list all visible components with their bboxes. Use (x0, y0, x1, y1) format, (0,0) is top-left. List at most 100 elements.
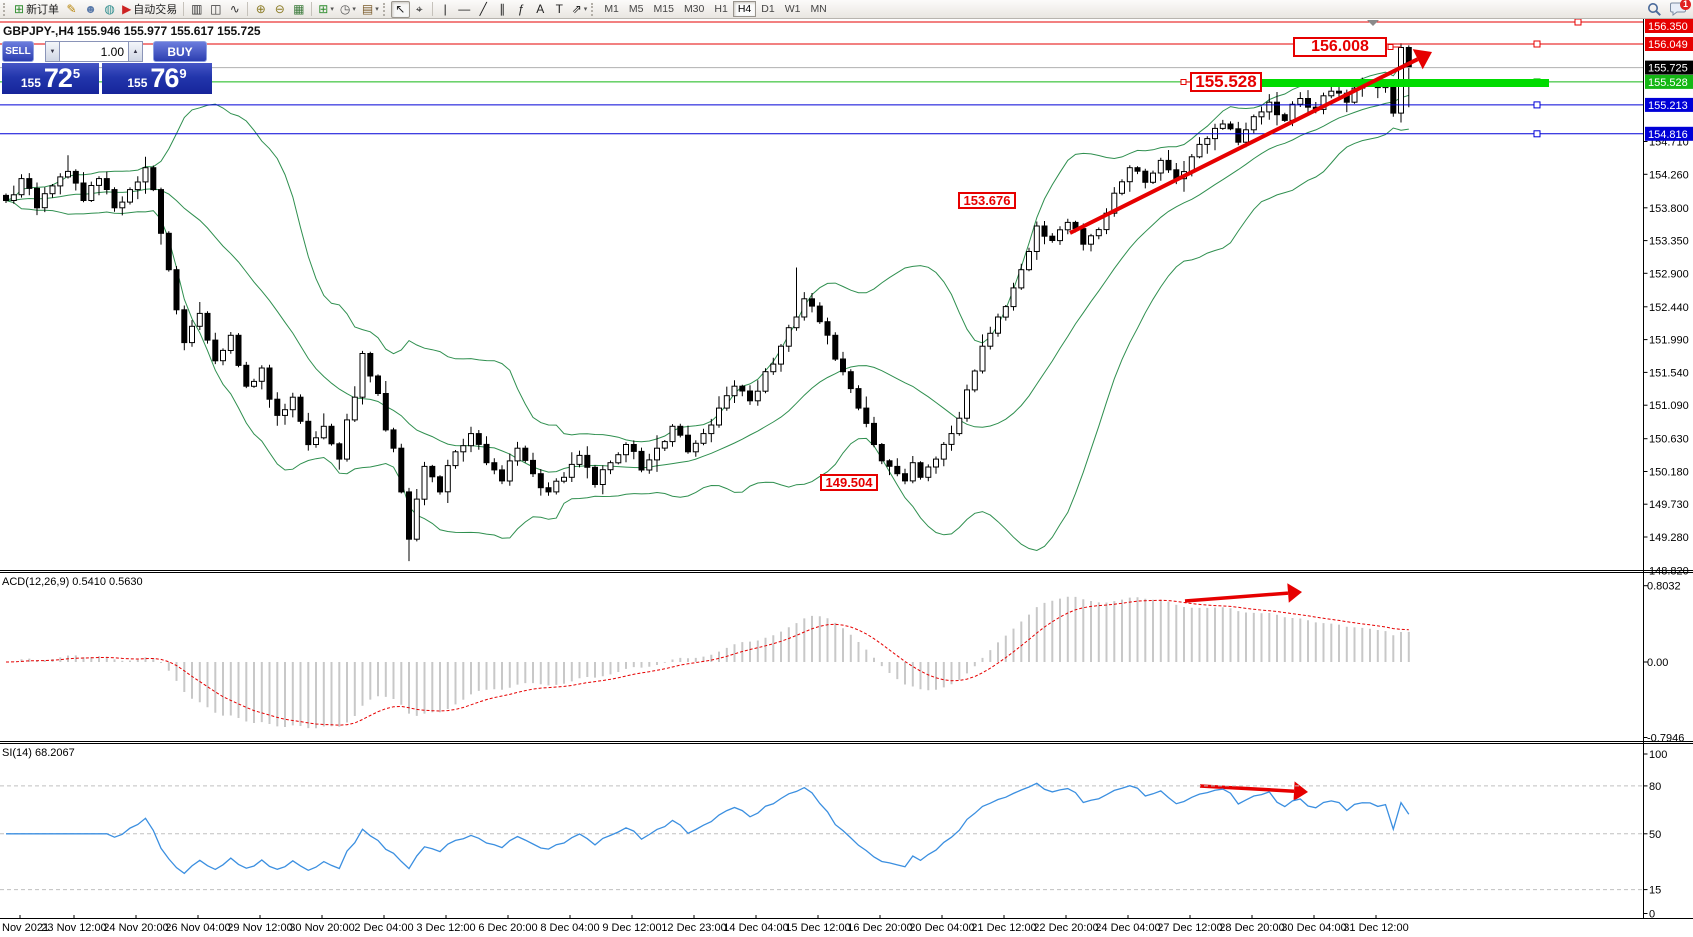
timeframe-m30[interactable]: M30 (679, 1, 709, 17)
chart-symbol-header: GBPJPY-,H4 155.946 155.977 155.617 155.7… (3, 24, 261, 38)
svg-text:24 Nov 20:00: 24 Nov 20:00 (103, 922, 168, 934)
clock-icon: ◷ (339, 1, 351, 16)
svg-text:155.528: 155.528 (1648, 77, 1688, 89)
price-annotation[interactable]: 156.008 (1293, 37, 1387, 57)
crosshair-icon: ⌖ (415, 1, 423, 16)
timeframe-w1[interactable]: W1 (780, 1, 806, 17)
bollinger-lower-band (5, 127, 1409, 552)
price-annotation[interactable]: 153.676 (958, 192, 1016, 209)
sell-price-display[interactable]: 155 72 5 (2, 63, 99, 94)
channel-icon: ∥ (499, 1, 506, 16)
svg-text:150.630: 150.630 (1649, 434, 1689, 446)
bollinger-upper-band (5, 61, 1410, 443)
new-order-icon: ⊞ (14, 1, 25, 16)
autotrading-button[interactable]: ▶ 自动交易 (119, 1, 180, 18)
zoom-out-button[interactable]: ⊖ (270, 1, 289, 18)
timeframe-m15[interactable]: M15 (649, 1, 679, 17)
new-order-button-label: 新订单 (26, 4, 60, 16)
search-button[interactable] (1645, 1, 1663, 17)
svg-text:24 Dec 04:00: 24 Dec 04:00 (1095, 922, 1160, 934)
line-handle[interactable] (1533, 130, 1541, 138)
price-annotation[interactable]: 155.528 (1190, 72, 1262, 92)
timeframe-mn[interactable]: MN (805, 1, 831, 17)
chevron-down-icon: ▾ (583, 6, 588, 13)
price-annotation[interactable]: 149.504 (820, 474, 878, 491)
svg-text:100: 100 (1649, 749, 1667, 761)
autotrading-button-label: 自动交易 (133, 4, 178, 16)
svg-text:26 Nov 04:00: 26 Nov 04:00 (165, 922, 230, 934)
profile-button[interactable]: ☻ (81, 1, 100, 18)
line-handle[interactable] (1533, 101, 1541, 109)
bar-chart-button[interactable]: ▥ (187, 1, 206, 18)
toolbar: ⊞ 新订单 ✎ ☻ ◍ ▶ 自动交易 ▥ ◫ ∿ ⊕ ⊖ ▦ ⊞ ▾ ◷ ▾ ▤ ▾ ↖ ⌖ | — ╱ ∥ ƒ A T ⇗ ▾ M1 M5… (0, 0, 1693, 19)
indicators-button[interactable]: ⊞ ▾ (315, 1, 337, 18)
zoom-in-icon: ⊕ (255, 1, 266, 16)
svg-text:153.800: 153.800 (1649, 203, 1689, 215)
timeframe-m1[interactable]: M1 (599, 1, 624, 17)
macd-panel (5, 596, 1410, 729)
toolbar-separator (247, 2, 249, 16)
sell-button[interactable]: SELL (2, 41, 34, 62)
green-highlight-bar[interactable] (1232, 79, 1549, 87)
fibonacci-button[interactable]: ƒ (512, 1, 531, 18)
label-button[interactable]: T (550, 1, 569, 18)
svg-text:Nov 2021: Nov 2021 (2, 922, 49, 934)
zoom-out-icon: ⊖ (274, 1, 285, 16)
arrow-objects-icon: ⇗ (571, 1, 582, 16)
templates-button[interactable]: ▤ ▾ (359, 1, 382, 18)
zoom-in-button[interactable]: ⊕ (251, 1, 270, 18)
svg-text:31 Dec 12:00: 31 Dec 12:00 (1343, 922, 1408, 934)
svg-text:21 Dec 12:00: 21 Dec 12:00 (971, 922, 1036, 934)
svg-text:155.725: 155.725 (1648, 63, 1688, 75)
timeframe-d1[interactable]: D1 (756, 1, 779, 17)
line-handle[interactable] (1574, 18, 1582, 26)
line-chart-icon: ∿ (229, 1, 240, 16)
price-axis[interactable]: 154.710154.260153.800153.350152.900152.4… (1643, 19, 1693, 921)
notification-badge: 1 (1679, 0, 1691, 10)
svg-text:156.049: 156.049 (1648, 39, 1688, 51)
buy-button[interactable]: BUY (153, 41, 207, 62)
volume-decrease-button[interactable]: ▼ (45, 41, 60, 62)
new-order-button[interactable]: ⊞ 新订单 (11, 1, 62, 18)
channel-button[interactable]: ∥ (493, 1, 512, 18)
svg-text:12 Dec 23:00: 12 Dec 23:00 (661, 922, 726, 934)
buy-price-display[interactable]: 155 76 9 (102, 63, 212, 94)
styler-button[interactable]: ✎ (62, 1, 81, 18)
fibonacci-icon: ƒ (517, 1, 525, 16)
chevron-down-icon: ▾ (375, 6, 379, 13)
crosshair-button[interactable]: ⌖ (410, 1, 429, 18)
bearish-candles (3, 47, 1412, 540)
signals-button[interactable]: ◍ (100, 1, 119, 18)
timeframe-h1[interactable]: H1 (709, 1, 732, 17)
tile-windows-icon: ▦ (293, 1, 305, 16)
red-trend-arrow[interactable] (1069, 49, 1432, 235)
cursor-button[interactable]: ↖ (390, 0, 410, 18)
svg-text:155.213: 155.213 (1648, 100, 1688, 112)
periods-button[interactable]: ◷ ▾ (337, 1, 359, 18)
horizontal-line-button[interactable]: — (455, 1, 474, 18)
vertical-line-button[interactable]: | (436, 1, 455, 18)
tile-windows-button[interactable]: ▦ (289, 1, 308, 18)
timeframe-m5[interactable]: M5 (624, 1, 649, 17)
timeframe-h4[interactable]: H4 (732, 1, 757, 17)
red-trend-arrow[interactable] (1184, 583, 1302, 603)
svg-text:148.820: 148.820 (1649, 566, 1689, 578)
trendline-button[interactable]: ╱ (474, 1, 493, 18)
line-chart-button[interactable]: ∿ (225, 1, 244, 18)
text-button[interactable]: A (531, 1, 550, 18)
svg-text:154.816: 154.816 (1648, 129, 1688, 141)
styler-icon: ✎ (66, 1, 77, 16)
svg-text:16 Dec 20:00: 16 Dec 20:00 (847, 922, 912, 934)
volume-increase-button[interactable]: ▲ (128, 41, 143, 62)
line-handle[interactable] (1533, 40, 1541, 48)
toolbar-grip (382, 2, 388, 16)
candlestick-chart-button[interactable]: ◫ (206, 1, 225, 18)
notifications-button[interactable]: 1 (1669, 0, 1691, 17)
chart-shift-marker[interactable] (1367, 20, 1379, 26)
volume-input[interactable] (60, 41, 128, 62)
arrows-button[interactable]: ⇗ ▾ (569, 1, 591, 18)
svg-text:2 Dec 04:00: 2 Dec 04:00 (354, 922, 413, 934)
